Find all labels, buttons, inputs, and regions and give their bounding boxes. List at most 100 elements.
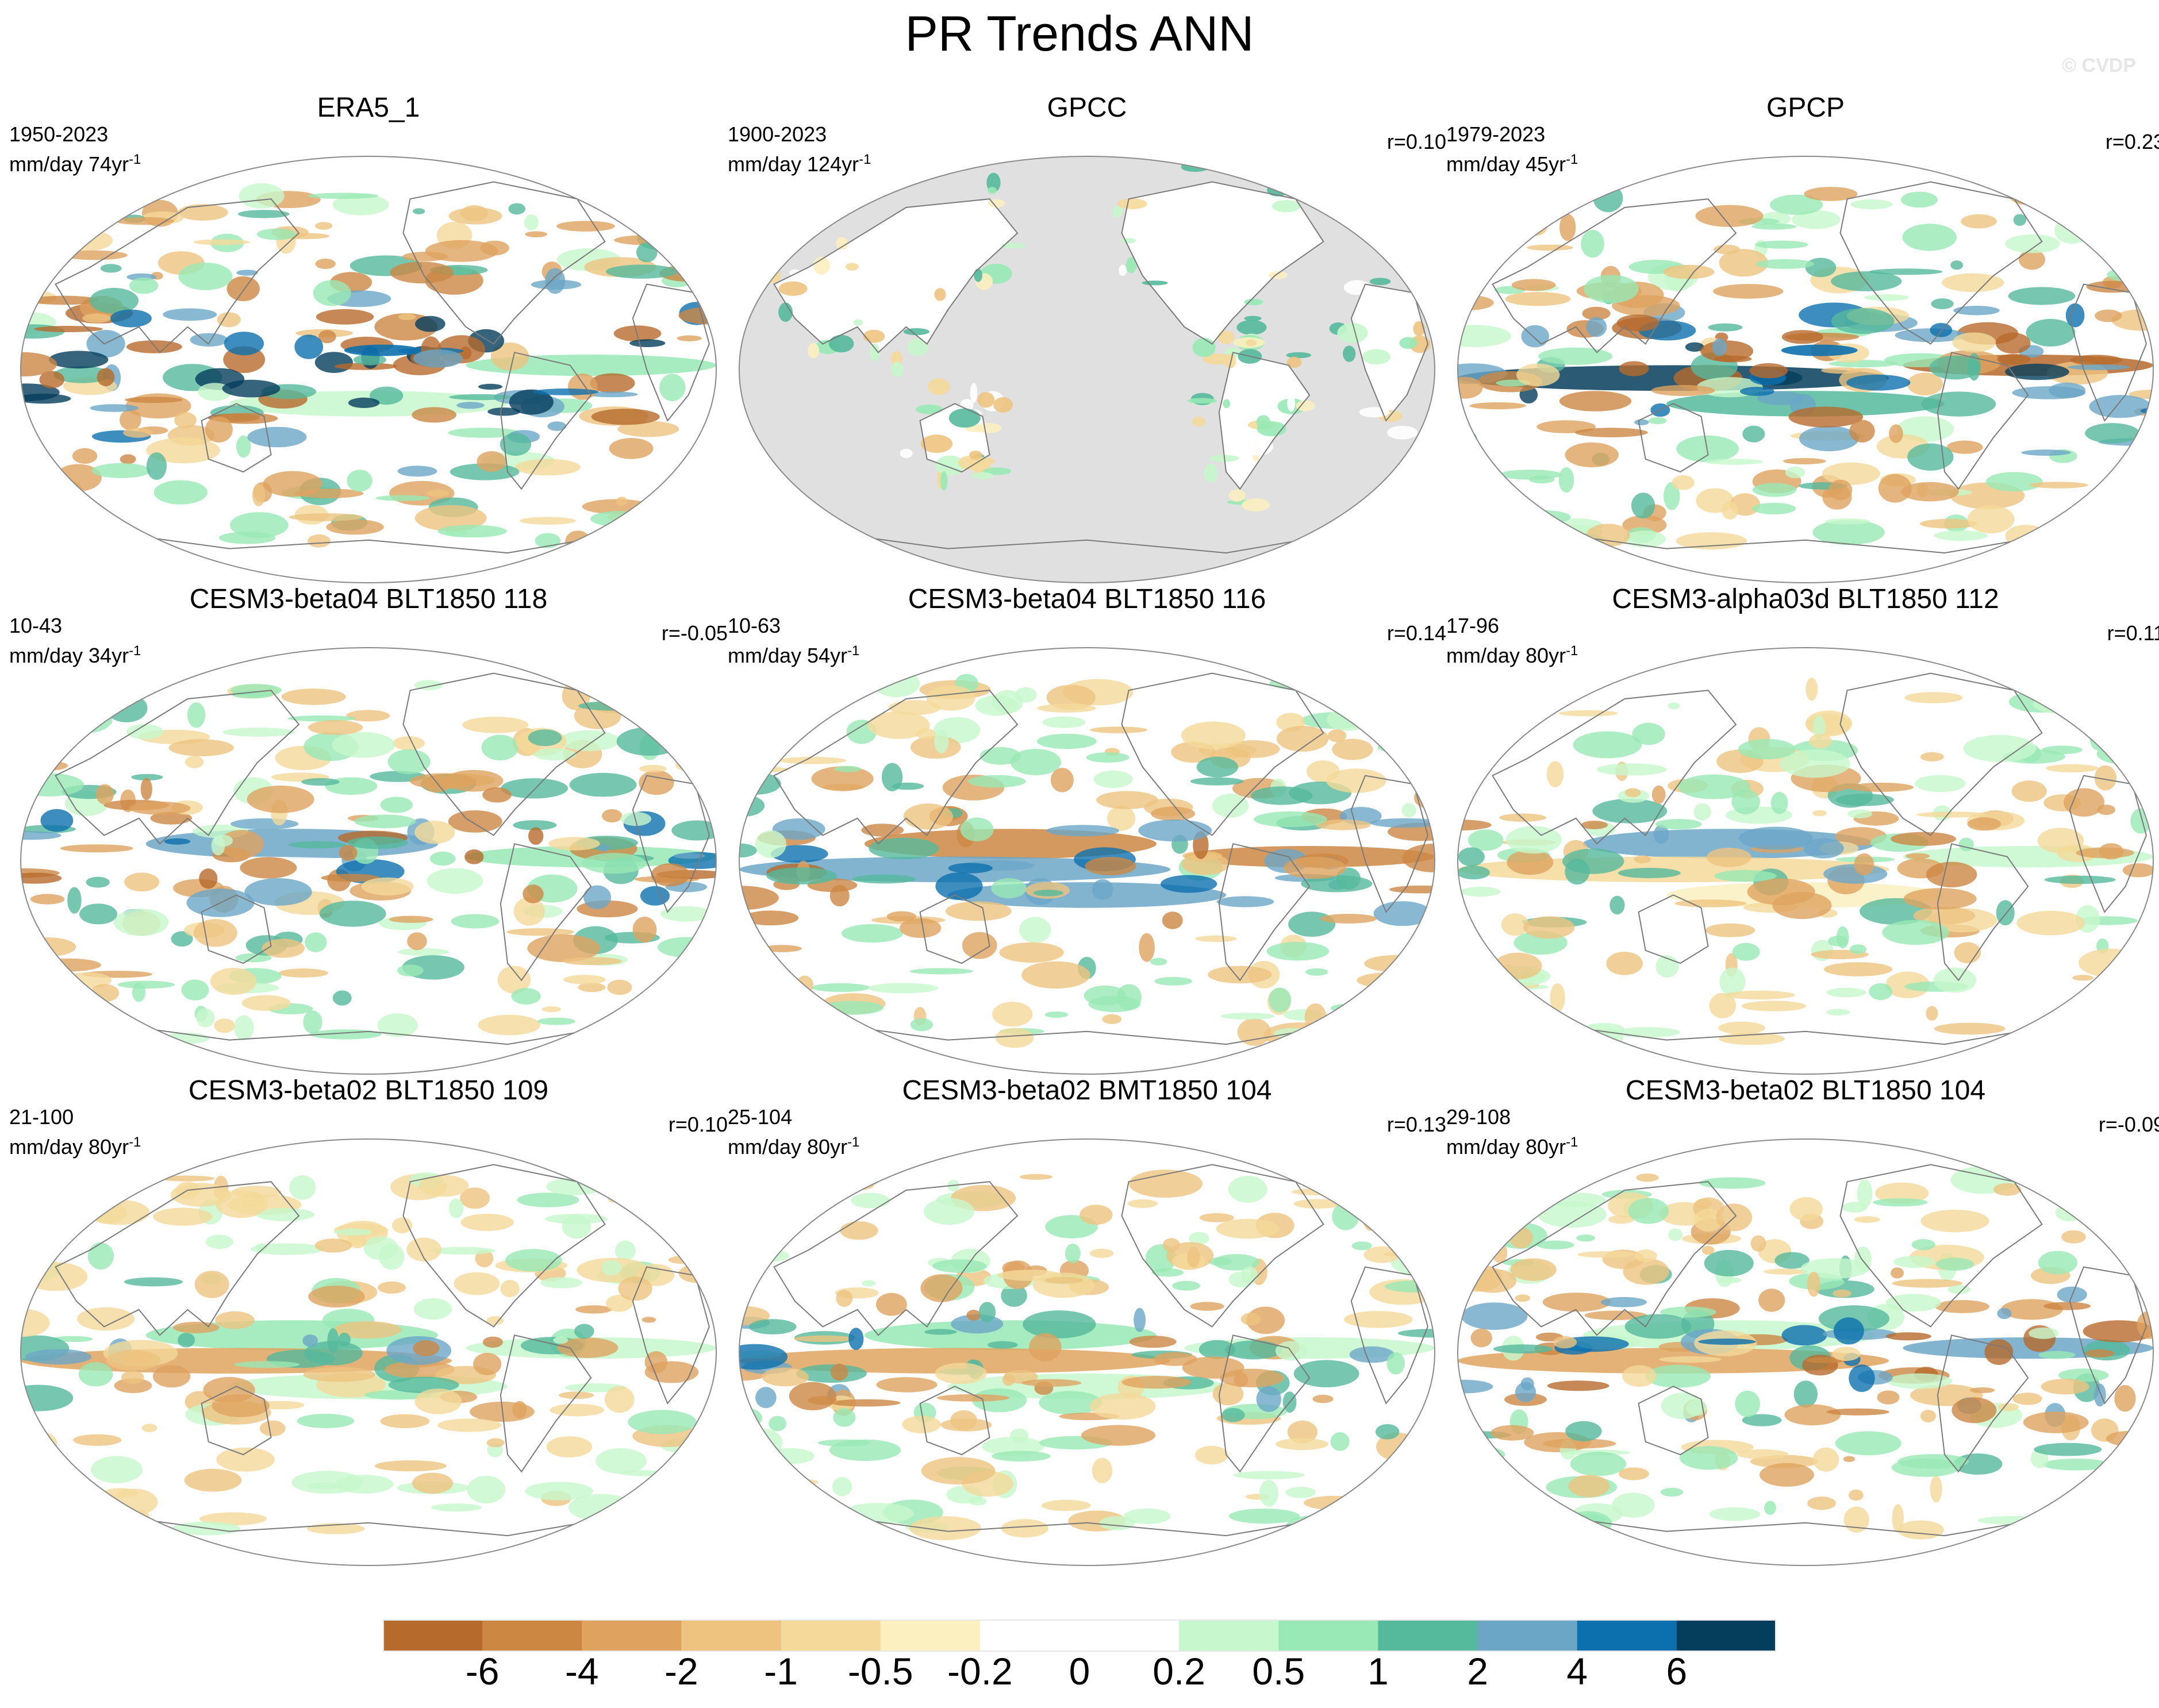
trend-cell (106, 1350, 161, 1371)
trend-cell (60, 844, 133, 853)
trend-cell (462, 717, 529, 733)
map-outline (738, 156, 1436, 583)
trend-cell (2112, 494, 2153, 502)
trend-cell (1833, 1317, 1864, 1345)
trend-cell (1039, 1391, 1102, 1415)
trend-cell (597, 844, 610, 852)
trend-cell (1473, 1000, 1496, 1027)
trend-cell (974, 423, 1002, 433)
trend-cell (1674, 899, 1747, 907)
trend-cell (1296, 400, 1315, 411)
panel-period: 1979-2023 (1446, 122, 1546, 146)
trend-cell (1612, 295, 1680, 317)
trend-cell (1458, 222, 1513, 247)
trend-cell (211, 836, 225, 856)
trend-cell (1907, 443, 1954, 471)
trend-cell (668, 1256, 702, 1264)
trend-cell (903, 803, 953, 830)
trend-cell (1192, 417, 1206, 427)
trend-cell (415, 316, 445, 332)
trend-cell (110, 309, 152, 328)
trend-cell (318, 330, 336, 344)
panel-title: GPCC (1047, 93, 1127, 123)
trend-cell (291, 1471, 364, 1494)
map-outline (20, 1138, 717, 1566)
trend-cell (1127, 1199, 1158, 1208)
trend-cell (1458, 199, 1484, 210)
trend-cell (767, 267, 781, 283)
trend-cell (2058, 1368, 2109, 1382)
trend-cell (671, 725, 696, 746)
trend-cell (1351, 1241, 1372, 1251)
trend-cell (602, 809, 623, 823)
trend-cell (1507, 849, 1554, 875)
trend-cell (1112, 206, 1123, 218)
coastline (1121, 181, 1324, 345)
trend-cell (437, 1418, 502, 1432)
trend-cell (170, 1183, 232, 1207)
trend-cell (1471, 1018, 1500, 1033)
trend-cell (2120, 189, 2153, 202)
trend-cell (1904, 692, 1963, 703)
trend-cell (1223, 399, 1231, 409)
trend-cell (1812, 520, 1885, 545)
trend-cell (1527, 244, 1573, 251)
trend-cell (332, 732, 395, 758)
trend-cell (124, 872, 160, 892)
trend-cell (541, 1006, 561, 1013)
trend-cell (744, 691, 814, 709)
trend-cell (1892, 1504, 1904, 1533)
trend-cell (1764, 1501, 1776, 1515)
trend-cell (437, 525, 507, 538)
trend-cell (501, 778, 568, 799)
trend-cell (1705, 923, 1755, 937)
trend-cell (413, 349, 463, 368)
trend-cell (397, 466, 437, 477)
trend-cell (1850, 199, 1893, 210)
coastline (500, 843, 592, 982)
trend-cell (146, 452, 167, 480)
trend-cell (1287, 1420, 1318, 1444)
trend-cell (533, 388, 599, 395)
trend-cell (755, 1387, 777, 1409)
trend-cell (1138, 820, 1212, 842)
trend-cell (250, 1243, 325, 1255)
trend-cell (497, 965, 531, 994)
trend-cell (1405, 943, 1427, 968)
trend-cell (481, 734, 519, 761)
trend-cell (962, 932, 997, 959)
trend-cell (141, 1424, 157, 1432)
coastline (823, 531, 1351, 554)
trend-cell (174, 411, 197, 429)
trend-cell (327, 1328, 339, 1353)
panel-units-base: mm/day 80yr (1446, 1135, 1566, 1159)
panel-units-base: mm/day 80yr (9, 1135, 129, 1159)
trend-cell (21, 1163, 65, 1191)
panel-period: 25-104 (728, 1105, 793, 1129)
trend-cell (763, 945, 802, 952)
trend-cell (743, 986, 764, 1005)
trend-cell (1636, 1174, 1659, 1182)
trend-cell (289, 513, 363, 521)
trend-cell (1139, 933, 1155, 962)
trend-cell (1705, 459, 1764, 465)
panel-units-base: mm/day 80yr (1446, 644, 1566, 667)
trend-cell (1470, 1328, 1492, 1348)
trend-cell (1404, 988, 1435, 998)
trend-cell (51, 535, 108, 560)
trend-cell (767, 1463, 790, 1491)
trend-cell (606, 1295, 633, 1312)
trend-cell (1458, 376, 1483, 399)
trend-cell (1399, 337, 1417, 349)
trend-cell (237, 210, 290, 218)
trend-cell (247, 785, 314, 813)
trend-cell (574, 1324, 594, 1339)
map-panel: GPCP 1979-2023 mm/day 45yr-1 r=0.23 (1446, 92, 2159, 583)
trend-cell (1037, 703, 1096, 713)
trend-cell (1847, 809, 1873, 818)
coastline (919, 403, 990, 473)
trend-cell (1701, 1245, 1715, 1255)
trend-cell (1742, 1414, 1782, 1426)
trend-cell (1396, 1452, 1435, 1460)
trend-cell (999, 942, 1064, 963)
